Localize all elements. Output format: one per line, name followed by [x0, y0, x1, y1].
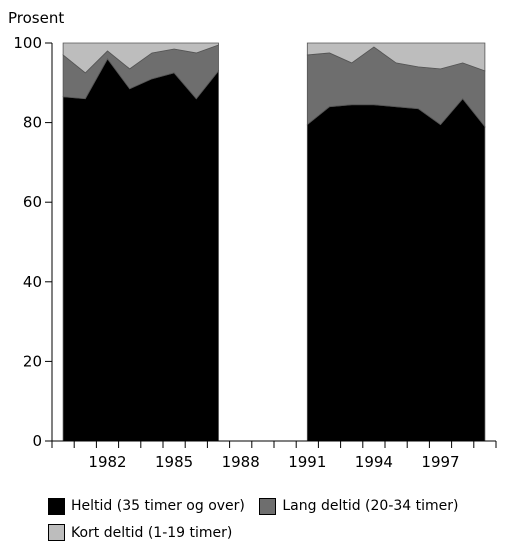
y-tick-label-80: 80	[23, 114, 42, 132]
area-layers	[62, 42, 486, 442]
axes: 0 20 40 60 80 100 1982 1985 1988 1991 1994 1997	[13, 34, 497, 471]
y-tick-label-60: 60	[23, 193, 42, 211]
y-tick-label-100: 100	[13, 34, 42, 52]
area-heltid-segment-1	[62, 58, 219, 442]
legend-swatch-heltid	[48, 497, 65, 515]
x-tick-label-1994: 1994	[355, 453, 393, 471]
area-heltid-segment-2	[306, 98, 486, 442]
x-tick-label-1991: 1991	[288, 453, 326, 471]
legend-label-lang-deltid: Lang deltid (20-34 timer)	[282, 498, 459, 514]
legend: Heltid (35 timer og over) Lang deltid (2…	[48, 495, 507, 548]
legend-item-heltid: Heltid (35 timer og over)	[48, 495, 245, 517]
y-tick-label-0: 0	[32, 432, 42, 450]
legend-label-heltid: Heltid (35 timer og over)	[71, 498, 245, 514]
x-tick-label-1988: 1988	[222, 453, 260, 471]
legend-swatch-kort-deltid	[48, 524, 65, 541]
legend-swatch-lang-deltid	[259, 497, 277, 515]
x-tick-label-1985: 1985	[155, 453, 193, 471]
area-kort-deltid-segment-2	[306, 42, 486, 72]
legend-item-kort-deltid: Kort deltid (1-19 timer)	[48, 522, 232, 544]
legend-item-lang-deltid: Lang deltid (20-34 timer)	[259, 495, 459, 517]
y-tick-label-20: 20	[23, 352, 42, 370]
stacked-area-chart: Prosent 0 20 40 60 80 100 1982 1985 1988 1991 1994…	[8, 9, 497, 471]
area-kort-deltid-segment-1	[62, 42, 219, 74]
x-tick-label-1997: 1997	[421, 453, 459, 471]
y-axis-label: Prosent	[8, 9, 64, 27]
y-tick-label-40: 40	[23, 273, 42, 291]
x-tick-label-1982: 1982	[88, 453, 126, 471]
legend-label-kort-deltid: Kort deltid (1-19 timer)	[71, 524, 233, 541]
